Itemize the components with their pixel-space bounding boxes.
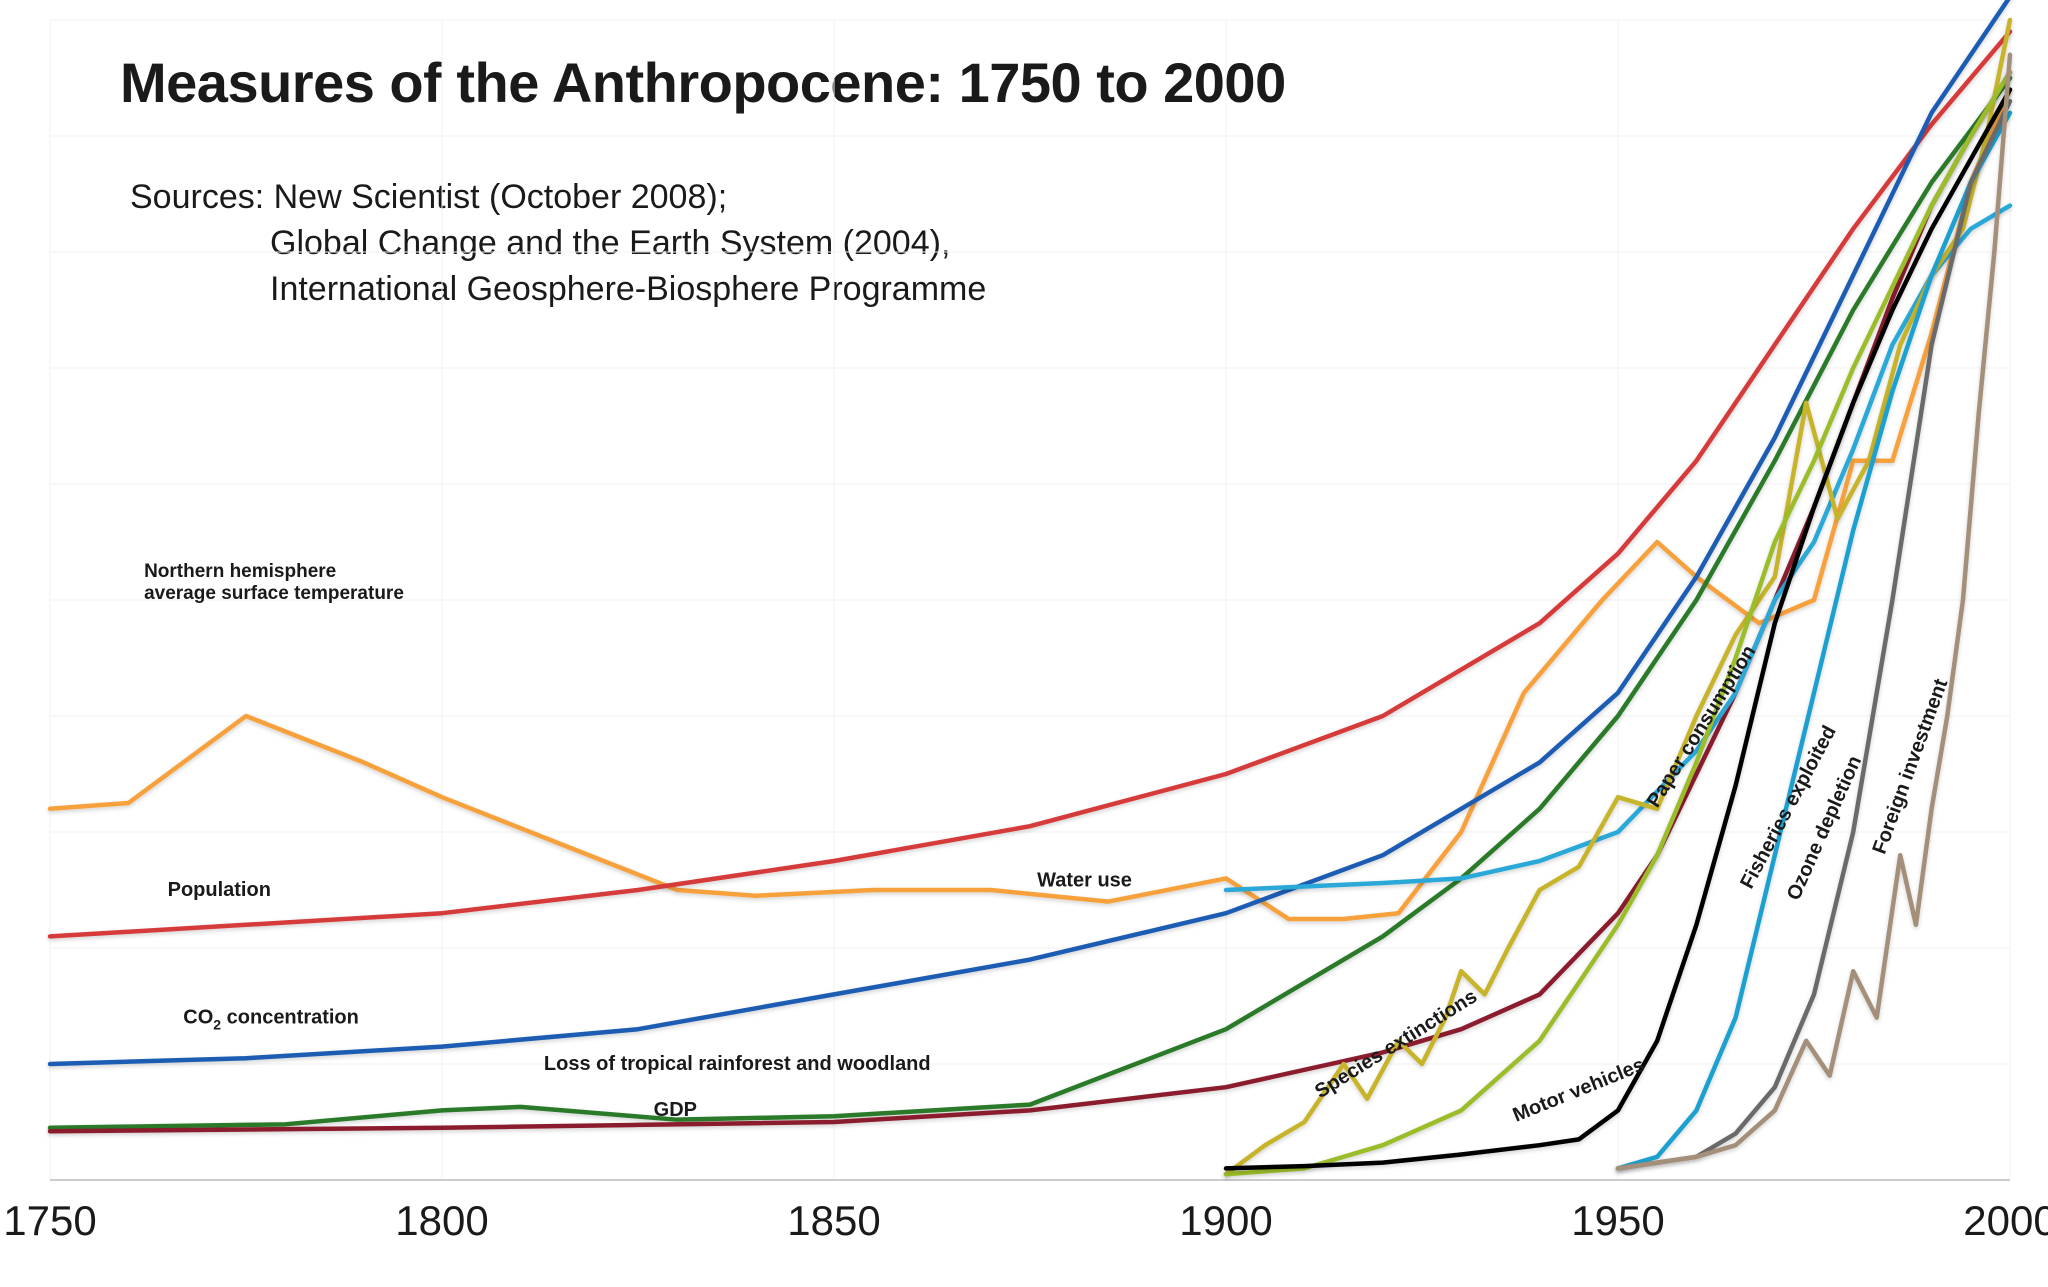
series-label-species: Species extinctions — [1311, 985, 1481, 1103]
svg-text:Species extinctions: Species extinctions — [1311, 985, 1481, 1103]
svg-text:Population: Population — [168, 879, 271, 901]
series-label-population: Population — [168, 879, 271, 901]
series-line-temp — [50, 90, 2010, 919]
svg-text:Water use: Water use — [1037, 870, 1132, 892]
x-tick-label: 1950 — [1571, 1197, 1664, 1244]
x-tick-label: 2000 — [1963, 1197, 2048, 1244]
series-line-ozone — [1618, 101, 2010, 1168]
svg-text:GDP: GDP — [654, 1099, 697, 1121]
series-label-gdp: GDP — [654, 1099, 697, 1121]
svg-text:Paper consumption: Paper consumption — [1643, 641, 1761, 811]
series-line-co2 — [50, 0, 2010, 1064]
series-label-water: Water use — [1037, 870, 1132, 892]
chart-area: 1750 1800 1850 1900 1950 2000 Northern hemisph… — [0, 0, 2048, 1287]
x-tick-label: 1850 — [787, 1197, 880, 1244]
series-label-temp: Northern hemisphereaverage surface tempe… — [144, 561, 404, 604]
series-line-foreign — [1618, 55, 2010, 1169]
svg-text:Loss of tropical rainforest an: Loss of tropical rainforest and woodland — [544, 1053, 931, 1075]
svg-text:Northern hemisphere: Northern hemisphere — [144, 561, 336, 582]
x-tick-label: 1800 — [395, 1197, 488, 1244]
svg-text:CO2 concentration: CO2 concentration — [183, 1006, 359, 1032]
series-label-rainforest: Loss of tropical rainforest and woodland — [544, 1053, 931, 1075]
x-tick-label: 1900 — [1179, 1197, 1272, 1244]
series-label-co2: CO2 concentration — [183, 1006, 359, 1032]
x-tick-label: 1750 — [3, 1197, 96, 1244]
svg-text:average surface temperature: average surface temperature — [144, 583, 404, 604]
series-label-paper: Paper consumption — [1643, 641, 1761, 811]
